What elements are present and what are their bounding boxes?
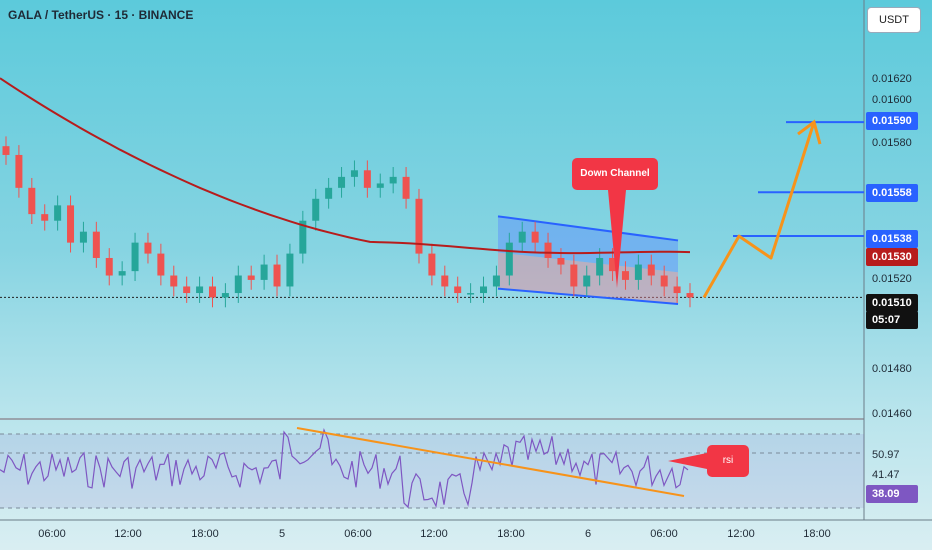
candle-body bbox=[79, 231, 87, 243]
candle-body bbox=[415, 198, 423, 254]
candle-body bbox=[15, 154, 23, 188]
candle-body bbox=[505, 242, 513, 276]
channel-upper-fill bbox=[498, 216, 678, 273]
candle-body bbox=[286, 253, 294, 287]
candle-body bbox=[480, 286, 488, 294]
candle-body bbox=[531, 231, 539, 243]
candle-body bbox=[183, 286, 191, 294]
candle-body bbox=[67, 205, 75, 243]
candle-body bbox=[196, 286, 204, 294]
rsi-tick-1: 41.47 bbox=[872, 469, 900, 481]
time-label-3: 5 bbox=[278, 528, 286, 540]
channel-upper-line bbox=[497, 215, 679, 242]
time-label-2: 18:00 bbox=[191, 528, 219, 540]
rsi-callout-pointer bbox=[668, 453, 707, 469]
pane-separator bbox=[0, 418, 864, 420]
candle-body bbox=[54, 205, 62, 221]
last-price-tag: 0.01510 bbox=[866, 294, 918, 312]
candle-body bbox=[338, 176, 346, 188]
candle-body bbox=[105, 257, 113, 276]
candle-body bbox=[441, 275, 449, 287]
rsi-line bbox=[0, 428, 689, 509]
candle-body bbox=[325, 187, 333, 199]
candle-body bbox=[583, 275, 591, 287]
target-tag-0.01590: 0.01590 bbox=[866, 112, 918, 130]
candle-body bbox=[621, 271, 629, 280]
time-label-7: 6 bbox=[584, 528, 592, 540]
candle-body bbox=[609, 257, 617, 272]
candle-body bbox=[518, 231, 526, 243]
rsi-trendline bbox=[296, 427, 685, 497]
price-tick-4: 0.01480 bbox=[872, 363, 912, 375]
candle-body bbox=[299, 220, 307, 254]
channel-lower-line bbox=[497, 287, 679, 306]
candle-body bbox=[131, 242, 139, 272]
candle-body bbox=[454, 286, 462, 294]
candle-body bbox=[260, 264, 268, 280]
candle-body bbox=[686, 293, 694, 298]
time-label-6: 18:00 bbox=[497, 528, 525, 540]
down-channel-callout: Down Channel bbox=[572, 158, 658, 190]
candle-body bbox=[673, 286, 681, 294]
candle-body bbox=[234, 275, 242, 294]
price-tick-2: 0.01580 bbox=[872, 137, 912, 149]
candle-body bbox=[170, 275, 178, 287]
candle-body bbox=[2, 146, 10, 155]
candle-body bbox=[467, 293, 475, 295]
candle-body bbox=[596, 257, 604, 276]
time-label-4: 06:00 bbox=[344, 528, 372, 540]
time-label-8: 06:00 bbox=[650, 528, 678, 540]
countdown-tag: 05:07 bbox=[866, 311, 918, 329]
ma-tag: 0.01530 bbox=[866, 248, 918, 266]
candle-body bbox=[544, 242, 552, 258]
candle-body bbox=[557, 257, 565, 265]
candle-body bbox=[660, 275, 668, 287]
price-tick-5: 0.01460 bbox=[872, 408, 912, 420]
candle-body bbox=[41, 214, 49, 221]
candle-body bbox=[428, 253, 436, 276]
rsi-tick-0: 50.97 bbox=[872, 449, 900, 461]
candle-body bbox=[92, 231, 100, 258]
candle-body bbox=[118, 271, 126, 276]
time-label-10: 18:00 bbox=[803, 528, 831, 540]
price-tick-1: 0.01600 bbox=[872, 94, 912, 106]
candle-body bbox=[389, 176, 397, 184]
moving-average-line bbox=[0, 77, 691, 255]
candle-body bbox=[221, 293, 229, 298]
rsi-callout: rsi bbox=[707, 445, 749, 477]
candle-body bbox=[634, 264, 642, 280]
time-label-9: 12:00 bbox=[727, 528, 755, 540]
time-label-1: 12:00 bbox=[114, 528, 142, 540]
projection-path bbox=[702, 121, 816, 299]
currency-selector[interactable]: USDT bbox=[867, 7, 921, 33]
candle-body bbox=[492, 275, 500, 287]
candle-body bbox=[312, 198, 320, 221]
rsi-value-tag: 38.09 bbox=[866, 485, 918, 503]
time-label-0: 06:00 bbox=[38, 528, 66, 540]
candle-body bbox=[247, 275, 255, 280]
candle-body bbox=[350, 170, 358, 177]
candle-body bbox=[208, 286, 216, 298]
time-label-5: 12:00 bbox=[420, 528, 448, 540]
symbol-title[interactable]: GALA / TetherUS · 15 · BINANCE bbox=[8, 8, 194, 22]
candle-body bbox=[144, 242, 152, 254]
candle-body bbox=[376, 183, 384, 188]
target-tag-0.01538: 0.01538 bbox=[866, 230, 918, 248]
candle-body bbox=[647, 264, 655, 276]
candle-body bbox=[28, 187, 36, 215]
candle-body bbox=[157, 253, 165, 276]
candle-body bbox=[273, 264, 281, 287]
target-tag-0.01558: 0.01558 bbox=[866, 184, 918, 202]
price-tick-3: 0.01520 bbox=[872, 273, 912, 285]
callout-pointer bbox=[608, 190, 626, 288]
candle-body bbox=[363, 170, 371, 188]
candle-body bbox=[570, 264, 578, 287]
projection-arrowhead bbox=[797, 119, 822, 145]
price-tick-0: 0.01620 bbox=[872, 73, 912, 85]
candle-body bbox=[402, 176, 410, 199]
